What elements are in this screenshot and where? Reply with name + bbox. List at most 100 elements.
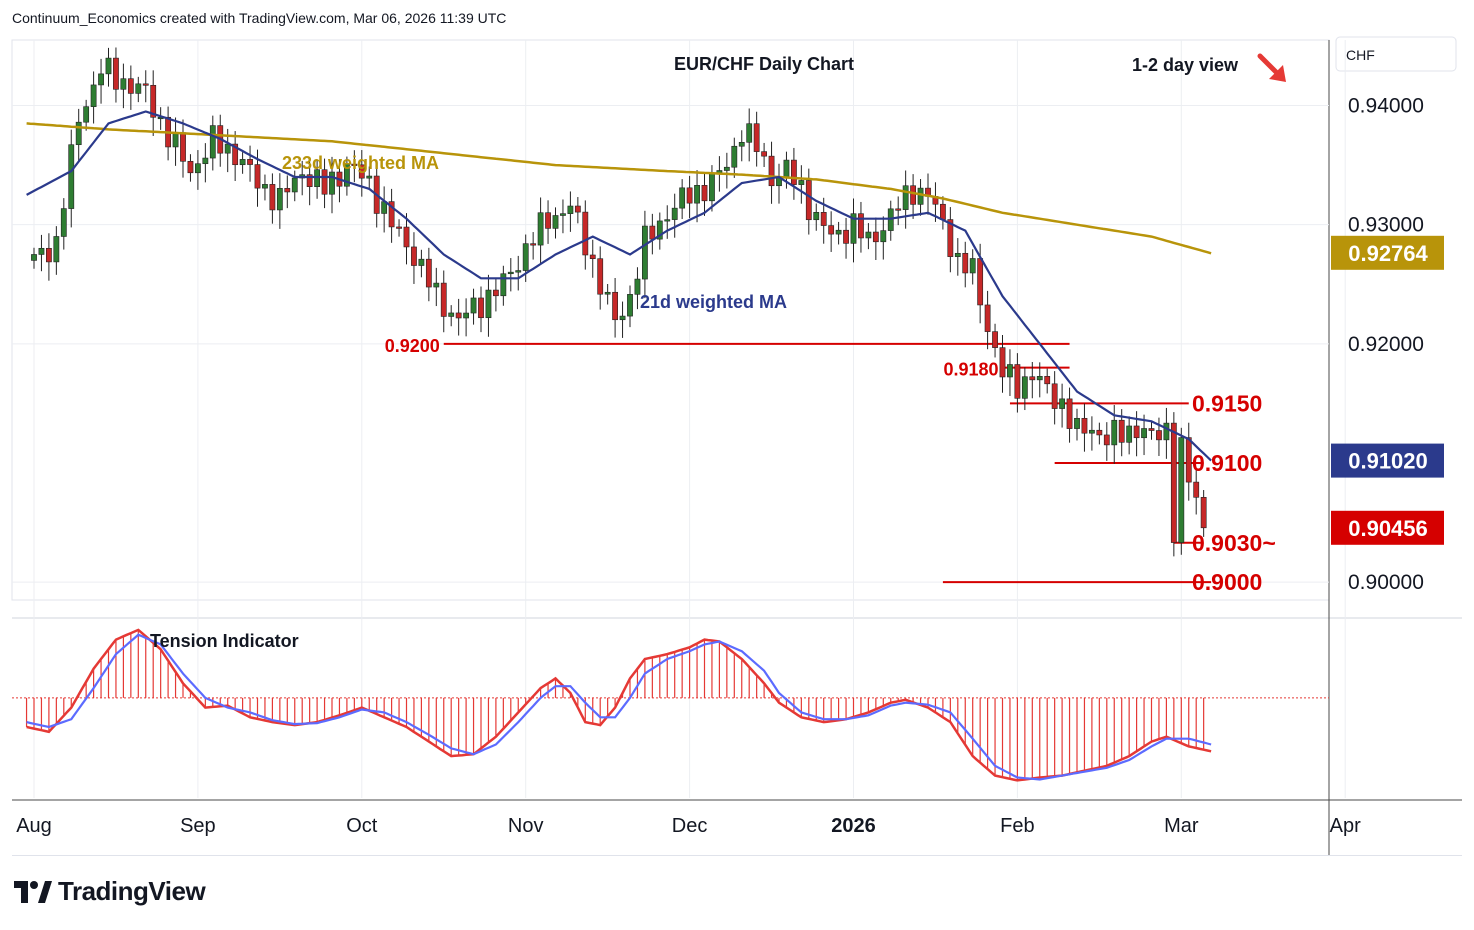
x-tick-label: Feb — [1000, 815, 1034, 837]
candle-body — [1074, 417, 1080, 429]
view-label: 1-2 day view — [1132, 55, 1239, 75]
candle-body — [38, 247, 45, 255]
candle-body — [537, 212, 544, 246]
candle-body — [977, 258, 984, 306]
candle-body — [969, 258, 976, 274]
down-right-arrow-icon — [1257, 53, 1286, 82]
candle-body — [515, 270, 522, 273]
candle-body — [500, 273, 507, 297]
price-label: 0.91020 — [1348, 449, 1428, 474]
tension-red-line — [26, 628, 1212, 782]
candle-body — [247, 159, 253, 165]
candle-body — [947, 219, 954, 257]
candle-body — [1036, 376, 1043, 381]
candle-body — [858, 213, 864, 239]
candle-body — [195, 163, 201, 174]
candle-body — [478, 297, 484, 319]
level-label: 0.9200 — [385, 336, 440, 356]
candle-body — [1096, 429, 1103, 436]
currency-box[interactable] — [1335, 36, 1457, 72]
candle-body — [865, 231, 872, 239]
support-resistance-levels — [443, 342, 1212, 584]
candle-body — [455, 312, 462, 319]
candle-body — [45, 247, 52, 263]
candle-body — [641, 225, 648, 280]
candle-body — [1007, 364, 1013, 378]
candle-body — [269, 184, 276, 211]
candle-body — [440, 282, 447, 317]
candle-body — [731, 145, 738, 168]
candle-body — [180, 132, 186, 162]
price-axis-labels: 0.92764 0.91020 0.90456 — [1331, 235, 1444, 545]
candle-body — [850, 213, 857, 244]
candle-body — [463, 312, 469, 319]
candle-body — [939, 203, 946, 220]
candle-body — [470, 297, 477, 314]
price-label: 0.90456 — [1348, 516, 1428, 541]
price-label-bg — [1331, 443, 1444, 478]
ma233-line — [26, 122, 1212, 255]
candle-body — [187, 160, 194, 174]
candle-body — [314, 169, 320, 187]
candle-body — [560, 213, 566, 216]
candle-body — [492, 289, 499, 297]
tradingview-logo[interactable]: TradingView — [14, 876, 206, 907]
tension-blue-line — [26, 633, 1212, 781]
candle-body — [418, 258, 425, 266]
candle-body — [396, 226, 402, 229]
candle-body — [284, 188, 291, 193]
level-labels: 0.9200 0.9180 0.9150 0.9100 0.9030~ 0.9000 — [385, 336, 1276, 595]
level-label: 0.9100 — [1192, 450, 1262, 476]
candle-body — [68, 144, 75, 209]
logo-text: TradingView — [58, 876, 206, 906]
candle-body — [649, 225, 656, 240]
candle-body — [671, 207, 678, 220]
candle-body — [366, 175, 373, 179]
candle-body — [142, 83, 149, 86]
candle-body — [1118, 419, 1125, 443]
candle-body — [686, 187, 693, 204]
candle-body — [798, 180, 805, 185]
x-tick-label: 2026 — [831, 815, 876, 837]
candle-body — [656, 220, 663, 240]
candle-body — [1185, 437, 1192, 483]
price-pane-frame — [11, 39, 1330, 601]
candle-body — [291, 177, 298, 193]
level-label: 0.9180 — [943, 360, 998, 380]
candle-body — [761, 151, 767, 157]
candle-body — [582, 211, 589, 256]
candle-body — [150, 84, 157, 118]
candle-body — [984, 304, 991, 332]
candle-body — [1133, 425, 1140, 439]
tension-title: Tension Indicator — [150, 631, 299, 651]
candle-body — [1126, 425, 1133, 443]
candle-body — [910, 185, 916, 205]
candle-body — [98, 73, 104, 86]
candle-body — [872, 231, 879, 243]
x-tick-label: Dec — [672, 815, 708, 837]
candle-body — [276, 188, 283, 211]
candle-body — [597, 258, 604, 295]
candle-body — [835, 229, 842, 235]
candle-body — [90, 84, 97, 107]
candle-body — [552, 215, 559, 229]
currency-label: CHF — [1346, 47, 1375, 63]
candle-body — [805, 180, 812, 221]
candle-body — [783, 159, 790, 179]
ma233-label: 233d weighted MA — [282, 153, 439, 173]
x-tick-label: Aug — [16, 815, 52, 837]
candle-body — [1170, 422, 1177, 543]
candle-body — [254, 164, 261, 189]
candle-body — [75, 121, 82, 146]
candle-body — [880, 230, 887, 243]
candle-body — [329, 171, 335, 195]
candle-body — [902, 185, 909, 210]
candle-body — [1059, 398, 1065, 409]
candle-body — [239, 159, 246, 166]
price-label-bg — [1331, 235, 1444, 270]
candle-body — [813, 212, 820, 221]
tradingview-logo-icon — [14, 880, 52, 903]
candle-body — [709, 173, 715, 202]
candle-body — [83, 106, 90, 123]
